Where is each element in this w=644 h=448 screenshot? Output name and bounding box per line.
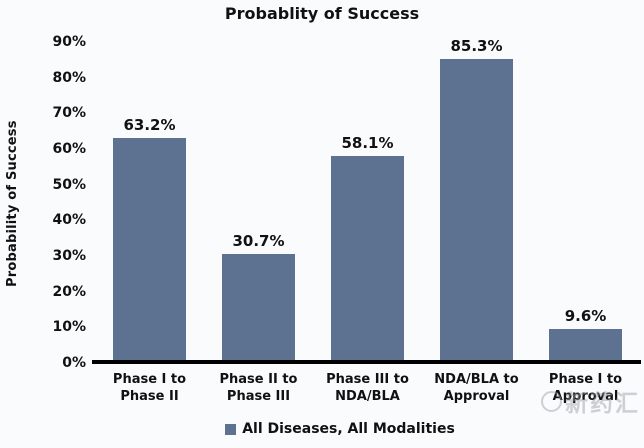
bar-value-label-0: 63.2% xyxy=(123,116,176,134)
bar-value-label-4: 9.6% xyxy=(564,307,607,325)
x-category-label-2: Phase III to NDA/BLA xyxy=(326,372,409,404)
chart-title: Probablity of Success xyxy=(224,4,420,23)
bar-value-label-1: 30.7% xyxy=(232,232,285,250)
bar-3 xyxy=(440,59,513,363)
y-tick-label-3: 30% xyxy=(52,248,86,264)
x-category-label-1: Phase II to Phase III xyxy=(219,372,298,404)
bar-0 xyxy=(113,138,186,363)
bar-4 xyxy=(549,329,622,363)
y-axis-ticks: 0% 10% 20% 30% 40% 50% 60% 70% 80% 90% xyxy=(0,0,86,448)
x-axis-labels: Phase I to Phase II Phase II to Phase III… xyxy=(0,371,644,411)
legend-label: All Diseases, All Modalities xyxy=(242,421,455,437)
bar-1 xyxy=(222,254,295,363)
y-tick-label-2: 20% xyxy=(52,283,86,300)
plot-area: 63.2% 30.7% 58.1% 85.3% 9.6% xyxy=(95,37,640,363)
y-tick-label-0: 0% xyxy=(62,355,86,371)
y-tick-label-6: 60% xyxy=(52,141,86,157)
y-tick-label-7: 70% xyxy=(52,105,86,122)
bar-2 xyxy=(331,156,404,363)
legend: All Diseases, All Modalities xyxy=(0,421,644,437)
x-category-label-4: Phase I to Approval xyxy=(548,372,623,404)
x-axis-line xyxy=(92,360,641,364)
y-tick-label-4: 40% xyxy=(52,212,86,229)
legend-marker-square xyxy=(225,423,237,435)
y-tick-label-1: 10% xyxy=(52,319,86,336)
x-category-label-3: NDA/BLA to Approval xyxy=(434,372,519,404)
y-tick-label-5: 50% xyxy=(52,176,86,193)
bar-value-label-3: 85.3% xyxy=(450,37,503,55)
bar-value-label-2: 58.1% xyxy=(341,134,394,152)
y-tick-label-9: 90% xyxy=(52,34,86,50)
y-tick-label-8: 80% xyxy=(52,69,86,86)
x-category-label-0: Phase I to Phase II xyxy=(112,372,187,404)
